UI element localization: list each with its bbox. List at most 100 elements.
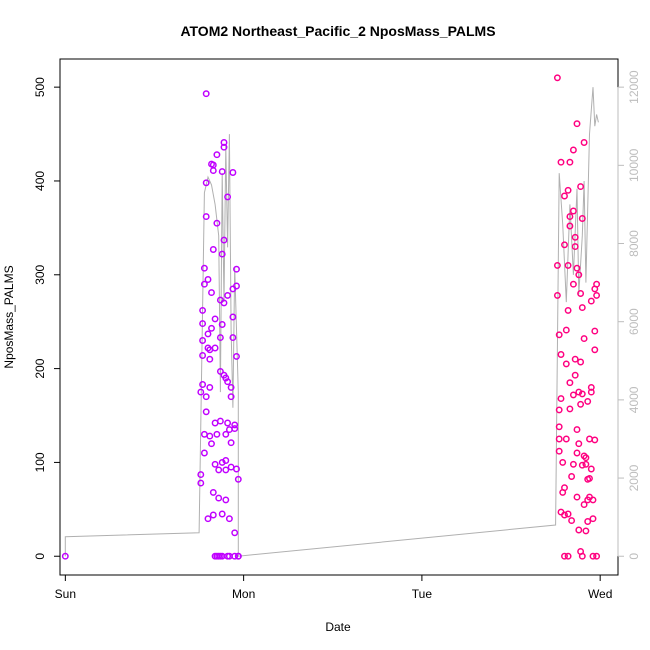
data-point-s1-40 — [571, 243, 579, 251]
y2-tick-label-2: 4000 — [627, 386, 641, 413]
data-point-s1-78 — [587, 388, 595, 396]
data-point-s1-58 — [578, 304, 586, 312]
data-point-s1-5 — [555, 423, 563, 431]
y-axis-label: NposMass_PALMS — [2, 265, 16, 368]
y-tick-label-2: 200 — [33, 358, 47, 378]
data-point-s1-45 — [573, 426, 581, 434]
data-point-s0-20 — [204, 276, 212, 283]
data-point-s0-18 — [204, 344, 212, 352]
data-point-s0-13 — [202, 213, 210, 221]
data-point-s0-44 — [215, 466, 223, 474]
data-point-s1-63 — [580, 335, 588, 343]
x-tick-label-3: Wed — [588, 587, 612, 601]
data-point-s1-66 — [582, 527, 590, 535]
data-point-s1-61 — [578, 552, 586, 560]
data-point-s1-44 — [573, 264, 581, 272]
data-point-s1-24 — [564, 261, 572, 269]
data-point-s1-69 — [584, 397, 592, 405]
x-tick-label-2: Tue — [412, 587, 433, 601]
data-point-s0-17 — [202, 393, 210, 401]
data-point-s1-4 — [555, 406, 563, 414]
data-point-s1-32 — [568, 473, 576, 480]
data-point-s1-62 — [580, 139, 588, 146]
data-point-s1-30 — [566, 379, 574, 387]
data-point-s0-70 — [224, 291, 232, 299]
data-point-s1-47 — [573, 493, 581, 501]
data-point-s1-39 — [571, 233, 579, 241]
data-point-s0-57 — [218, 510, 226, 518]
data-point-s1-12 — [559, 458, 567, 466]
data-point-s0-78 — [227, 439, 235, 447]
data-point-s1-33 — [568, 517, 576, 525]
data-point-s0-36 — [211, 344, 219, 352]
data-point-s0-61 — [220, 299, 228, 307]
y2-axis: 0 2000 4000 6000 8000 10000 12000 — [617, 70, 641, 560]
data-point-s1-0 — [553, 74, 561, 82]
data-point-s1-20 — [562, 360, 570, 368]
x-axis: Sun Mon Tue Wed — [55, 574, 612, 601]
data-point-s0-6 — [199, 337, 207, 344]
data-point-s1-74 — [586, 474, 593, 482]
data-point-s0-24 — [206, 355, 214, 363]
data-point-s0-11 — [200, 280, 208, 288]
data-point-s1-67 — [582, 454, 590, 462]
data-point-s0-19 — [204, 330, 212, 338]
data-point-s0-66 — [222, 466, 230, 474]
data-point-s1-21 — [562, 435, 570, 443]
data-point-s1-49 — [575, 388, 583, 396]
data-point-s0-1 — [197, 479, 205, 487]
data-point-s1-17 — [561, 484, 568, 492]
data-point-s1-36 — [569, 280, 577, 288]
data-point-s1-82 — [589, 552, 597, 560]
data-point-s1-26 — [564, 510, 572, 518]
data-point-s0-42 — [213, 151, 221, 159]
data-point-s0-82 — [229, 313, 237, 321]
data-point-s1-57 — [578, 215, 586, 222]
data-point-s0-15 — [202, 90, 210, 98]
x-tick-label-1: Mon — [232, 587, 255, 601]
data-point-s0-46 — [215, 494, 223, 502]
data-point-s1-35 — [569, 207, 577, 215]
data-point-s0-28 — [208, 289, 215, 297]
data-point-s1-73 — [586, 435, 593, 443]
data-point-s0-4 — [199, 381, 207, 388]
data-point-s0-71 — [224, 419, 232, 427]
y2-tick-label-4: 8000 — [627, 230, 641, 257]
data-point-s1-85 — [591, 346, 599, 354]
y2-tick-label-6: 12000 — [627, 70, 641, 104]
data-point-s0-21 — [204, 515, 212, 523]
data-point-s1-27 — [566, 158, 574, 166]
data-point-s1-81 — [589, 515, 597, 523]
data-point-s1-15 — [561, 192, 568, 200]
y2-tick-label-0: 0 — [627, 553, 641, 560]
data-point-s1-88 — [593, 291, 601, 299]
plot-frame — [59, 58, 619, 576]
y2-tick-label-1: 2000 — [627, 464, 641, 491]
data-point-s1-87 — [593, 280, 601, 288]
data-point-s0-73 — [225, 426, 233, 434]
data-point-s0-69 — [224, 193, 232, 201]
data-point-s0-94 — [234, 552, 242, 560]
right-axis-series-line — [64, 87, 599, 557]
data-point-s0-76 — [227, 393, 235, 401]
data-point-s1-6 — [555, 435, 563, 443]
data-point-s0-51 — [216, 417, 224, 425]
data-point-s0-12 — [200, 264, 208, 272]
data-point-s1-16 — [561, 241, 568, 249]
data-point-s0-54 — [218, 168, 226, 176]
points-layer — [61, 74, 601, 560]
data-point-s0-37 — [211, 315, 219, 323]
data-point-s0-23 — [206, 383, 214, 391]
data-point-s0-9 — [200, 449, 208, 457]
data-point-s1-41 — [571, 355, 579, 363]
data-point-s0-67 — [222, 496, 230, 504]
data-point-s0-41 — [213, 219, 221, 227]
data-point-s0-3 — [197, 388, 205, 396]
data-point-s1-37 — [569, 391, 577, 399]
data-point-s1-22 — [564, 552, 572, 560]
data-point-s0-59 — [220, 139, 228, 146]
data-point-s0-16 — [202, 408, 210, 416]
data-point-s1-89 — [593, 552, 601, 560]
data-point-s1-31 — [566, 405, 574, 413]
